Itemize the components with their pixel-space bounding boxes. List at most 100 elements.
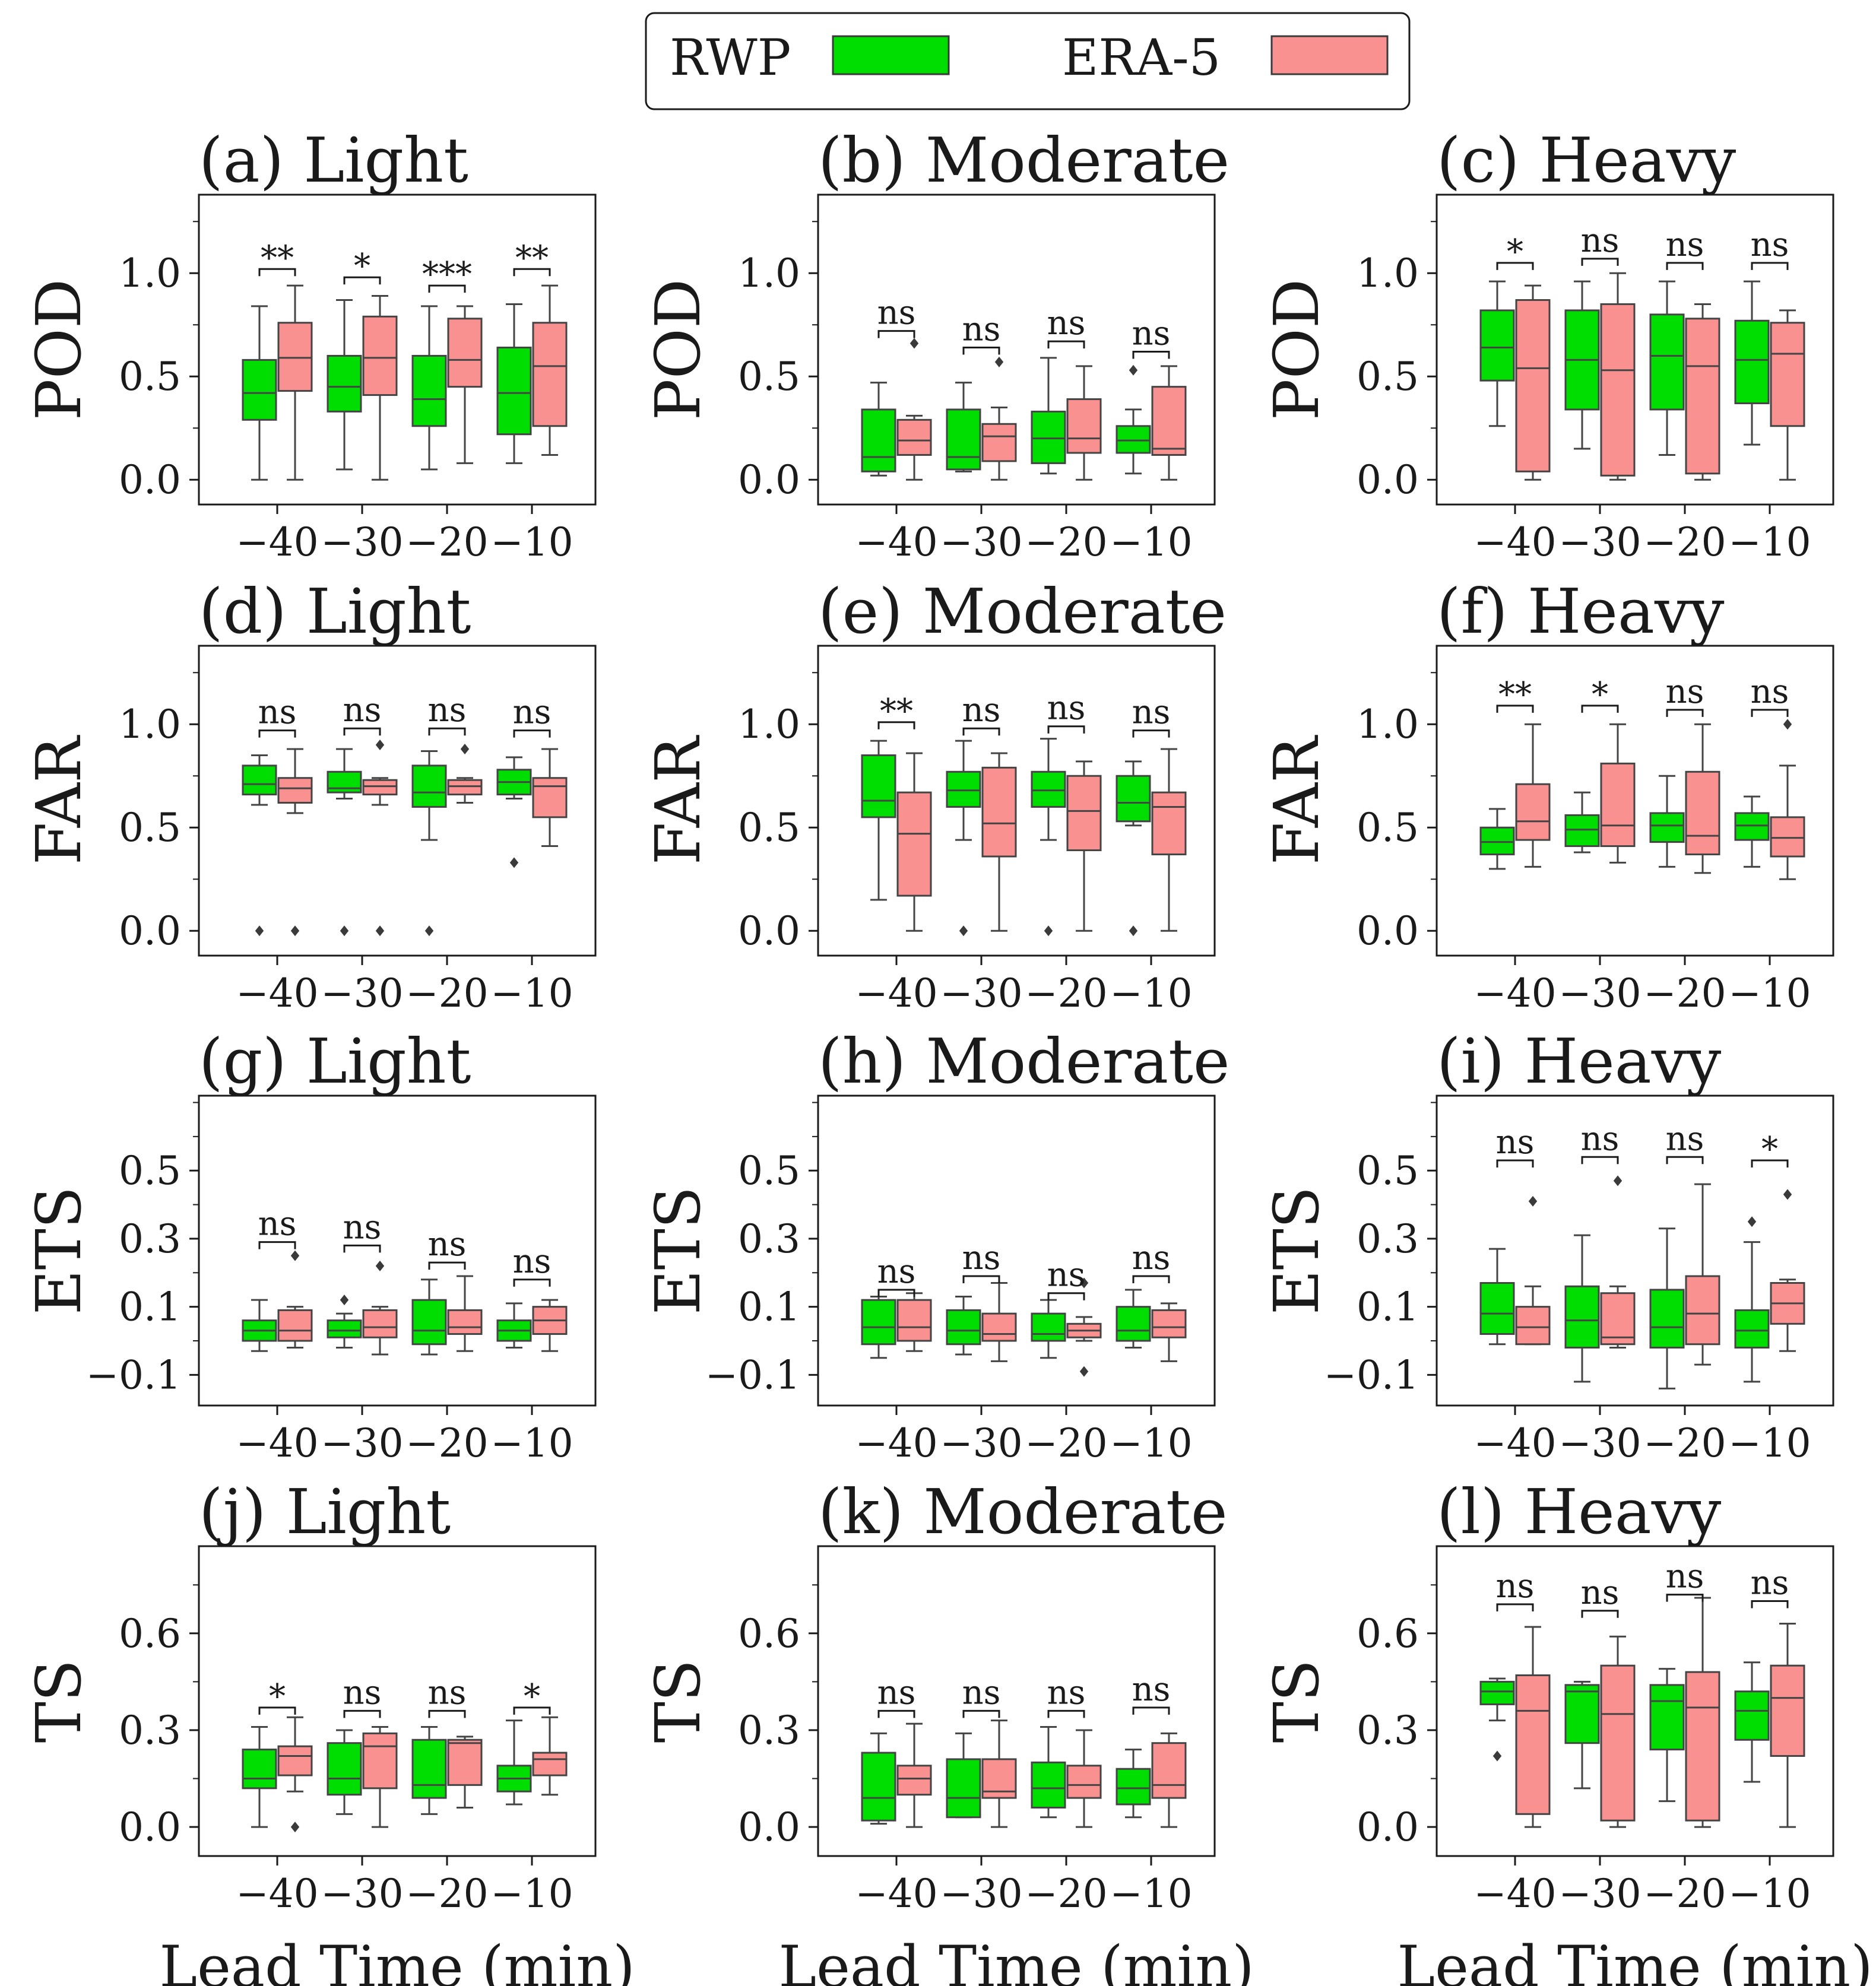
y-tick-label: 0.5 — [119, 1148, 181, 1194]
box-iqr — [1479, 1281, 1515, 1335]
box-iqr — [327, 1319, 362, 1338]
x-tick-label: −20 — [1643, 519, 1726, 565]
x-tick-label: −40 — [1473, 1871, 1556, 1917]
box-iqr — [896, 1765, 932, 1796]
outlier-marker — [1079, 1366, 1089, 1377]
panel-c: (c) Heavy POD 0.0 0.5 1.0 −40 * −30 ns −20 ns −10 ns — [1260, 124, 1834, 565]
outlier-marker — [509, 857, 519, 868]
outlier-marker — [1079, 1277, 1089, 1289]
box-era5 — [447, 305, 483, 464]
panel-l: (l) Heavy TS 0.0 0.3 0.6 −40 ns −30 ns −20 ns −10 ns… — [1260, 1476, 1873, 1986]
x-tick-label: −40 — [236, 1871, 318, 1917]
box-rwp — [1031, 1726, 1066, 1819]
box-iqr — [327, 354, 362, 413]
plot-frame — [817, 1094, 1216, 1407]
box-iqr — [1151, 1742, 1187, 1799]
box-era5 — [896, 1722, 932, 1828]
significance-label: ns — [513, 693, 552, 732]
y-tick-label: 0.3 — [738, 1708, 800, 1753]
x-tick-label: −40 — [236, 519, 318, 565]
significance-bracket — [1047, 1292, 1085, 1300]
box-iqr — [1116, 425, 1151, 454]
significance-bracket — [1132, 1275, 1170, 1284]
box-iqr — [1649, 812, 1685, 843]
significance-bracket — [343, 727, 381, 736]
box-era5 — [1685, 723, 1720, 874]
panel-b: (b) Moderate POD 0.0 0.5 1.0 −40 ns −30 ns −20 ns −… — [642, 124, 1229, 565]
panel-d: (d) Light FAR 0.0 0.5 1.0 −40 ns −30 ns −20 ns −10 n… — [23, 575, 597, 1016]
box-iqr — [1031, 1761, 1066, 1809]
significance-bracket — [1581, 1156, 1619, 1165]
significance-label: ns — [428, 691, 467, 729]
significance-bracket — [258, 268, 296, 277]
box-rwp — [1116, 760, 1151, 937]
box-iqr — [1066, 1765, 1102, 1799]
box-iqr — [946, 408, 981, 471]
significance-label: ns — [343, 1673, 382, 1712]
y-axis-label: TS — [23, 1660, 95, 1743]
y-tick-label: 0.5 — [119, 805, 181, 851]
box-iqr — [447, 1309, 483, 1335]
box-iqr — [1600, 303, 1636, 477]
box-rwp — [242, 1299, 277, 1352]
x-tick-label: −30 — [1558, 519, 1641, 565]
outlier-marker — [1528, 1195, 1538, 1207]
x-tick-label: −10 — [1110, 519, 1192, 565]
box-iqr — [1479, 1680, 1515, 1705]
box-rwp — [1031, 357, 1066, 475]
y-tick-label: −0.1 — [86, 1352, 181, 1398]
y-tick-label: 0.0 — [119, 1804, 181, 1850]
box-iqr — [946, 1758, 981, 1819]
x-tick-label: −10 — [1728, 970, 1811, 1016]
significance-label: ** — [1498, 675, 1532, 714]
box-era5 — [1685, 303, 1720, 481]
box-era5 — [447, 744, 483, 804]
x-tick-label: −10 — [1110, 1871, 1192, 1917]
box-iqr — [1031, 1312, 1066, 1342]
panel-title: (i) Heavy — [1437, 1025, 1721, 1097]
box-era5 — [362, 1260, 398, 1356]
significance-bracket — [1496, 705, 1534, 713]
significance-label: ns — [1132, 693, 1171, 732]
box-era5 — [532, 1299, 568, 1352]
significance-bracket — [1132, 1706, 1170, 1715]
significance-bracket — [513, 729, 551, 738]
box-iqr — [362, 1309, 398, 1338]
box-iqr — [1479, 826, 1515, 855]
y-tick-label: 0.1 — [119, 1284, 181, 1330]
x-tick-label: −10 — [490, 1871, 573, 1917]
box-era5 — [1685, 1597, 1720, 1828]
box-rwp — [1479, 808, 1515, 870]
y-tick-label: 0.0 — [1357, 1804, 1419, 1850]
y-tick-label: 0.6 — [119, 1611, 181, 1657]
significance-bracket — [513, 1278, 551, 1287]
box-iqr — [447, 779, 483, 796]
box-iqr — [242, 359, 277, 421]
outlier-marker — [340, 1295, 349, 1306]
significance-bracket — [1496, 1603, 1534, 1611]
box-iqr — [1685, 318, 1720, 475]
significance-label: ns — [962, 691, 1001, 729]
box-iqr — [1770, 1664, 1805, 1757]
outlier-marker — [1613, 1175, 1623, 1186]
significance-bracket — [1132, 350, 1170, 359]
panel-title: (k) Moderate — [818, 1476, 1228, 1548]
box-iqr — [1564, 814, 1600, 848]
y-tick-label: 0.3 — [738, 1216, 800, 1262]
x-tick-label: −20 — [1025, 970, 1107, 1016]
box-iqr — [277, 322, 313, 392]
y-tick-label: 0.0 — [1357, 457, 1419, 503]
significance-label: ns — [1496, 1123, 1535, 1162]
box-iqr — [1515, 1674, 1551, 1815]
y-tick-label: 0.5 — [738, 354, 800, 399]
box-rwp — [411, 1726, 447, 1815]
x-tick-label: −20 — [1643, 1871, 1726, 1917]
x-tick-label: −20 — [1643, 1420, 1726, 1466]
significance-label: ns — [1666, 1119, 1704, 1158]
box-iqr — [1066, 398, 1102, 454]
box-iqr — [1734, 1309, 1770, 1349]
x-tick-label: −40 — [1473, 1420, 1556, 1466]
box-rwp — [1564, 1680, 1600, 1790]
outlier-marker — [340, 925, 349, 937]
